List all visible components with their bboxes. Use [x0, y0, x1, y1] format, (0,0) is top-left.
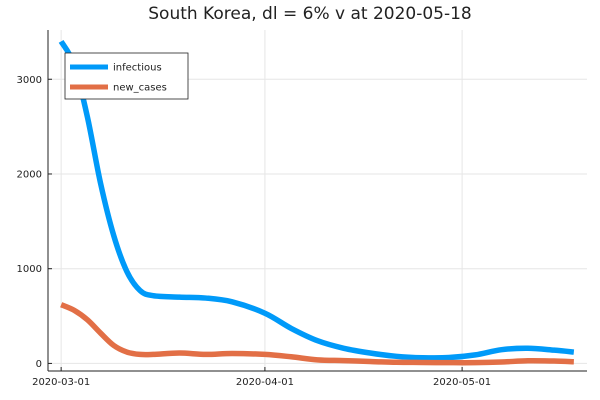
series-lines	[58, 39, 575, 366]
x-tick-label: 2020-03-01	[32, 377, 90, 388]
x-tick-label: 2020-05-01	[433, 377, 491, 388]
legend-label-infectious: infectious	[113, 63, 162, 74]
chart-title: South Korea, dl = 6% v at 2020-05-18	[148, 4, 472, 24]
series-line-new-cases	[60, 302, 574, 366]
y-tick-label: 1000	[17, 264, 42, 275]
axes: 0 1000 2000 3000 2020-03-01 2020-04-01 2020-05…	[17, 30, 587, 388]
y-tick-label: 3000	[17, 75, 42, 86]
y-tick-label: 0	[36, 359, 42, 370]
legend-box	[64, 52, 189, 100]
x-tick-label: 2020-04-01	[236, 377, 294, 388]
legend: infectious new_cases	[64, 52, 189, 100]
legend-label-new-cases: new_cases	[113, 83, 167, 94]
y-tick-label: 2000	[17, 169, 42, 180]
series-line-infectious	[58, 39, 575, 361]
